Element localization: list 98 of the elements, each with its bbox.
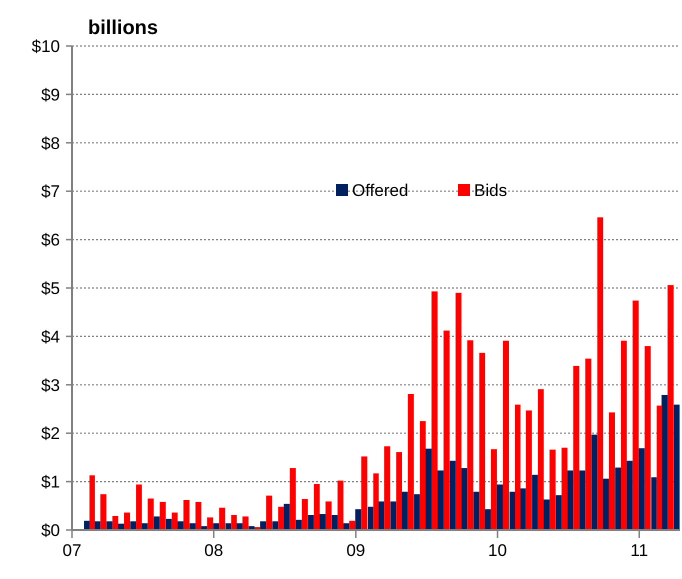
- bar: [195, 502, 202, 530]
- bar: [89, 475, 95, 530]
- bar: [414, 494, 420, 530]
- bar: [538, 389, 544, 530]
- chart-title: billions: [88, 17, 158, 39]
- bar: [100, 494, 106, 530]
- y-tick-label: $5: [41, 278, 60, 298]
- bar: [567, 470, 574, 530]
- bar: [266, 496, 272, 530]
- bar: [597, 217, 604, 530]
- bar: [278, 506, 284, 530]
- bar: [231, 514, 237, 530]
- bar: [585, 358, 592, 530]
- bar: [662, 394, 668, 530]
- bar: [608, 412, 615, 530]
- bar: [484, 509, 491, 530]
- bar: [402, 492, 408, 530]
- bar: [651, 477, 657, 530]
- bar: [314, 484, 320, 530]
- bar: [320, 514, 326, 530]
- bar: [496, 484, 503, 530]
- y-tick-label: $6: [41, 230, 60, 250]
- bar: [550, 450, 556, 530]
- bar: [668, 285, 674, 530]
- bar: [579, 470, 586, 530]
- bar: [638, 448, 645, 530]
- bar: [426, 448, 432, 530]
- bar: [207, 517, 214, 530]
- bar: [124, 512, 130, 530]
- x-tick-label: 10: [488, 541, 507, 560]
- bar: [526, 410, 532, 530]
- bar: [479, 352, 486, 530]
- bar: [510, 492, 515, 530]
- bar: [308, 514, 314, 530]
- bar: [490, 449, 497, 530]
- y-tick-label: $2: [41, 424, 60, 444]
- bar: [632, 300, 639, 530]
- bar: [219, 508, 226, 530]
- bar: [444, 330, 450, 530]
- bar: [390, 501, 396, 530]
- bar: [361, 456, 368, 530]
- bar: [615, 468, 621, 530]
- y-tick-label: $0: [41, 520, 60, 540]
- y-tick-label: $7: [41, 182, 60, 202]
- bar: [338, 480, 344, 530]
- x-tick-label: 11: [630, 541, 648, 560]
- x-tick-label: 09: [346, 541, 366, 560]
- bar: [514, 404, 520, 530]
- bar: [332, 514, 338, 530]
- bar: [456, 292, 462, 530]
- bar: [290, 468, 296, 530]
- bar: [408, 394, 414, 530]
- legend-label: Bids: [474, 180, 508, 200]
- y-tick-label: $4: [41, 327, 60, 346]
- bar: [166, 518, 172, 530]
- bar: [373, 473, 379, 530]
- bar: [573, 366, 580, 530]
- y-tick-label: $3: [41, 376, 60, 395]
- bar: [355, 509, 362, 530]
- bar: [562, 448, 568, 530]
- bar: [420, 421, 426, 530]
- bar: [326, 501, 332, 530]
- legend-label: Offered: [352, 180, 408, 200]
- bar: [591, 434, 598, 530]
- bar: [432, 291, 438, 530]
- bar: [626, 460, 633, 530]
- bar: [473, 492, 480, 530]
- bar: [284, 504, 290, 530]
- bar: [183, 500, 190, 530]
- bar: [438, 470, 444, 530]
- bar: [242, 516, 248, 530]
- bar: [450, 460, 456, 530]
- y-tick-label: $1: [41, 472, 60, 492]
- y-tick-label: $8: [41, 134, 60, 153]
- bar: [602, 478, 609, 530]
- bar: [302, 499, 308, 530]
- bar: [467, 340, 474, 530]
- bar: [556, 495, 562, 530]
- y-tick-label: $10: [32, 36, 60, 56]
- bar: [396, 452, 402, 530]
- y-tick-label: $9: [41, 85, 60, 104]
- bar: [384, 446, 390, 530]
- bar: [461, 468, 468, 530]
- bar: [154, 516, 160, 530]
- bar: [160, 502, 166, 530]
- x-tick-label: 08: [204, 541, 224, 560]
- bar: [656, 406, 662, 530]
- bar: [368, 506, 374, 530]
- bar: [148, 498, 154, 530]
- bar: [532, 474, 538, 530]
- bar: [644, 346, 651, 530]
- bar: [136, 484, 142, 530]
- x-tick-label: 07: [62, 541, 82, 560]
- bar: [502, 340, 509, 530]
- bar: [190, 523, 196, 530]
- bar: [620, 340, 627, 530]
- bar: [544, 500, 550, 530]
- bar: [674, 404, 680, 530]
